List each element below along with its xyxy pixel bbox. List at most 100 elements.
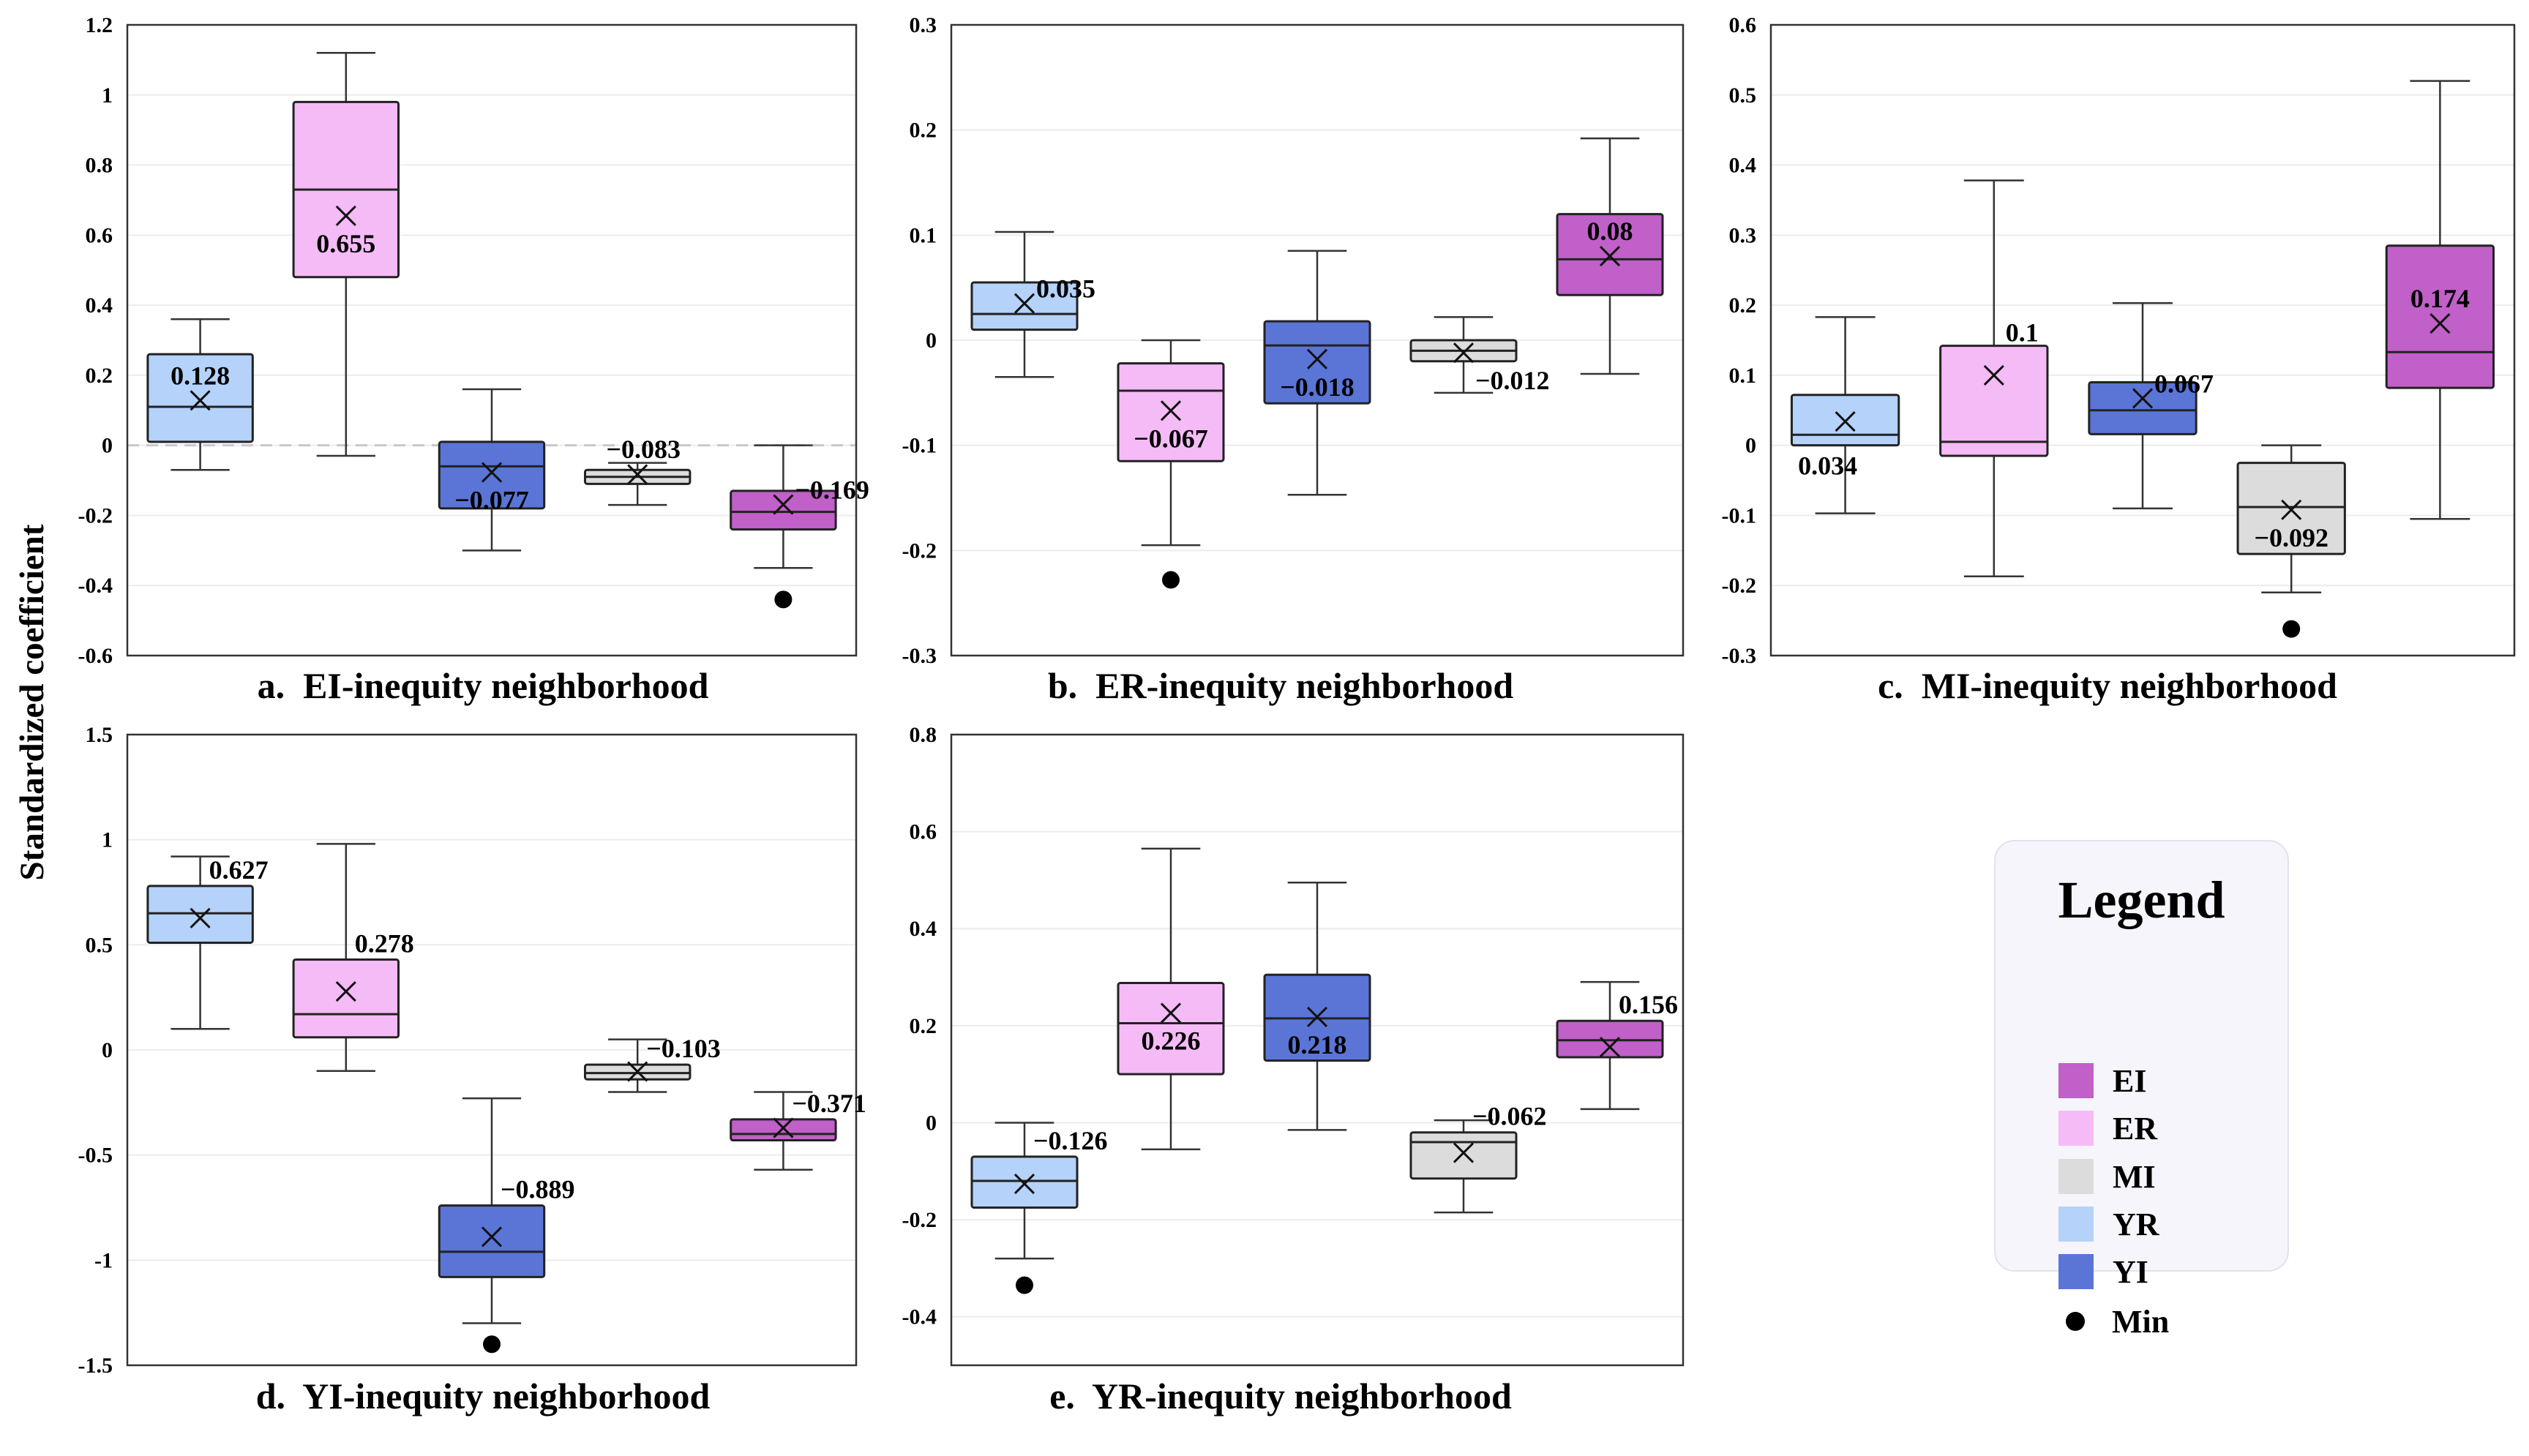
y-tick-label: -0.4 xyxy=(78,574,113,598)
min-outlier-dot xyxy=(1162,571,1180,589)
chart-c: -0.3 -0.2 -0.1 0 0.1 0.2 0.3 0.4 0.5 0.6 0.034 0.1 0… xyxy=(1722,13,2516,668)
iqr-box xyxy=(2385,244,2495,389)
y-tick-label: 0.3 xyxy=(910,13,937,37)
box-er: 0.1 xyxy=(1939,179,2049,578)
iqr-box xyxy=(1263,320,1371,405)
y-tick-label: 0.2 xyxy=(1729,293,1757,318)
box-er: −0.067 xyxy=(1117,339,1225,589)
chart-d: -1.5 -1 -0.5 0 0.5 1 1.5 0.627 0.278 −0.889 −0.103… xyxy=(78,723,866,1378)
mean-label: −0.062 xyxy=(1472,1102,1547,1131)
box-yr: 0.627 xyxy=(146,855,269,1030)
mean-marker xyxy=(1983,364,2004,386)
plot-frame xyxy=(950,23,1685,657)
y-tick-label: 0 xyxy=(1745,434,1756,458)
legend-item-yr: YR xyxy=(2058,1205,2159,1243)
box-mi: −0.062 xyxy=(1409,1102,1547,1214)
mean-label: 0.1 xyxy=(2006,318,2039,348)
chart-b: -0.3 -0.2 -0.1 0 0.1 0.2 0.3 0.035 −0.067 −0.018 −… xyxy=(902,13,1685,668)
box-er: 0.278 xyxy=(292,843,414,1072)
box-yr: −0.126 xyxy=(970,1122,1108,1294)
legend-swatch-yi xyxy=(2058,1254,2094,1289)
chart-a: -0.6 -0.4 -0.2 0 0.2 0.4 0.6 0.8 1 1.2 0.128 0.655 −… xyxy=(78,13,869,668)
iqr-box xyxy=(1117,981,1225,1076)
y-tick-label: -0.4 xyxy=(902,1305,937,1329)
legend-item-yi: YI xyxy=(2058,1253,2148,1291)
panel-title: d. YI-inequity neighborhood xyxy=(255,1376,711,1416)
mean-marker xyxy=(1453,342,1475,364)
iqr-box xyxy=(292,958,400,1039)
mean-label: −0.083 xyxy=(606,435,681,464)
y-tick-label: 0.5 xyxy=(1729,83,1757,108)
iqr-box xyxy=(1556,1019,1664,1059)
legend-swatch-ei xyxy=(2058,1063,2094,1098)
y-tick-label: 0 xyxy=(102,434,113,458)
mean-label: −0.371 xyxy=(792,1089,866,1118)
min-outlier-dot xyxy=(774,590,793,609)
box-yr: 0.034 xyxy=(1790,316,1900,514)
panel-title: c. MI-inequity neighborhood xyxy=(1878,665,2337,706)
mean-label: 0.035 xyxy=(1036,274,1095,304)
mean-marker xyxy=(481,462,503,483)
mean-label: 0.034 xyxy=(1798,451,1857,481)
iqr-box xyxy=(730,489,837,531)
y-tick-label: -0.1 xyxy=(902,434,937,458)
y-tick-label: -0.2 xyxy=(902,539,937,563)
box-er: 0.226 xyxy=(1117,847,1225,1151)
mean-label: −0.018 xyxy=(1280,372,1355,402)
box-er: 0.655 xyxy=(292,52,400,457)
mean-marker xyxy=(627,464,648,485)
y-axis-label: Standardized coefficient xyxy=(13,524,51,881)
iqr-box xyxy=(438,440,546,510)
iqr-box xyxy=(1939,345,2049,457)
mean-marker xyxy=(1014,1173,1035,1195)
y-tick-label: 0.6 xyxy=(1729,13,1757,37)
box-mi: −0.012 xyxy=(1409,316,1550,395)
mean-marker xyxy=(1453,1142,1475,1163)
mean-label: −0.889 xyxy=(501,1175,575,1204)
y-tick-label: -0.6 xyxy=(78,644,113,668)
iqr-box xyxy=(1409,1131,1518,1180)
y-tick-label: 0.2 xyxy=(910,119,937,143)
legend-item-ei: EI xyxy=(2058,1062,2146,1100)
box-ei: −0.169 xyxy=(730,444,869,609)
legend-item-er: ER xyxy=(2058,1109,2157,1147)
y-tick-label: -0.3 xyxy=(1722,644,1757,668)
iqr-box xyxy=(1117,362,1225,462)
mean-label: 0.218 xyxy=(1288,1030,1347,1059)
panel-c: -0.3 -0.2 -0.1 0 0.1 0.2 0.3 0.4 0.5 0.6 0.034 0.1 0… xyxy=(1698,13,2517,717)
mean-label: −0.092 xyxy=(2254,523,2328,552)
mean-label: 0.156 xyxy=(1619,990,1678,1019)
mean-marker xyxy=(773,494,794,515)
y-tick-label: 0.6 xyxy=(86,223,113,247)
min-outlier-dot xyxy=(483,1335,501,1354)
mean-marker xyxy=(190,907,211,928)
panel-d: -1.5 -1 -0.5 0 0.5 1 1.5 0.627 0.278 −0.889 −0.103… xyxy=(78,723,878,1434)
box-mi: −0.092 xyxy=(2236,444,2346,638)
mean-marker xyxy=(1599,1036,1621,1058)
y-tick-label: -1 xyxy=(94,1248,113,1272)
mean-label: −0.067 xyxy=(1134,424,1208,453)
mean-marker xyxy=(1835,411,1856,432)
y-tick-label: 1.5 xyxy=(86,723,113,747)
mean-marker xyxy=(1014,293,1035,314)
y-tick-label: 0.3 xyxy=(1729,223,1757,247)
box-ei: 0.156 xyxy=(1556,980,1678,1111)
panel-title: e. YR-inequity neighborhood xyxy=(1049,1376,1512,1416)
mean-label: 0.067 xyxy=(2154,369,2214,398)
y-tick-label: 0.4 xyxy=(86,293,113,318)
legend-label-min: Min xyxy=(2112,1303,2170,1340)
y-tick-label: 1 xyxy=(102,83,113,108)
iqr-box xyxy=(146,353,254,443)
legend-label-er: ER xyxy=(2113,1110,2158,1147)
min-outlier-dot xyxy=(1016,1276,1033,1294)
plot-frame xyxy=(126,733,858,1367)
plot-frame xyxy=(1769,23,2516,657)
y-tick-label: 0.5 xyxy=(86,933,113,957)
y-tick-label: 0 xyxy=(926,1111,937,1135)
panel-title: b. ER-inequity neighborhood xyxy=(1047,665,1514,706)
mean-marker xyxy=(335,981,356,1002)
y-tick-label: -0.1 xyxy=(1722,503,1757,528)
mean-label: −0.169 xyxy=(795,476,869,505)
y-tick-label: 0.2 xyxy=(910,1014,937,1038)
